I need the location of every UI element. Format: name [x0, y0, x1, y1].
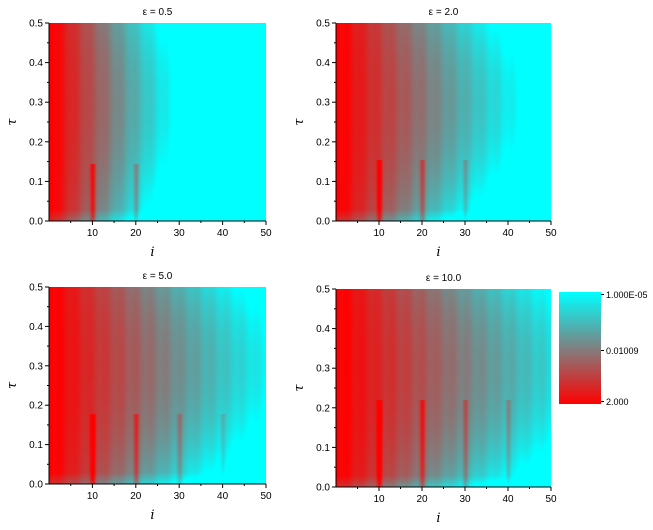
y-tick-label: 0.1: [316, 177, 330, 188]
colorbar-label: 0.01009: [606, 346, 639, 356]
subplot-title: ε = 10.0: [426, 273, 462, 284]
x-tick-label: 10: [373, 494, 385, 505]
subplot-1: 10 20 30 40 50 0.0 0.1 0.2 0.3 0.4 0.5 ε = 0.5 i τ: [5, 7, 272, 260]
subplot-title: ε = 5.0: [143, 271, 173, 282]
y-tick-label: 0.2: [316, 403, 330, 414]
x-axis-label: i: [150, 508, 154, 523]
subplot-title: ε = 0.5: [143, 7, 173, 18]
x-tick-label: 50: [260, 228, 272, 239]
y-tick-label: 0.3: [316, 364, 330, 375]
subplot-2: 10 20 30 40 50 0.0 0.1 0.2 0.3 0.4 0.5 ε = 2.0 i τ: [292, 7, 557, 260]
x-tick-label: 30: [459, 228, 471, 239]
x-tick-label: 20: [416, 228, 428, 239]
x-tick-label: 50: [545, 228, 557, 239]
x-tick-label: 20: [130, 228, 142, 239]
y-axis-label: τ: [5, 118, 20, 126]
x-tick-label: 40: [217, 491, 229, 502]
y-tick-label: 0.4: [29, 322, 43, 333]
y-tick-label: 0.5: [316, 19, 330, 30]
y-tick-label: 0.0: [29, 217, 43, 228]
y-tick-label: 0.5: [29, 283, 43, 294]
colorbar-label: 1.000E-05: [606, 290, 648, 300]
y-tick-label: 0.1: [29, 440, 43, 451]
y-tick-label: 0.1: [29, 177, 43, 188]
y-tick-label: 0.5: [316, 285, 330, 296]
colorbar: 1.000E-05 0.01009 2.000: [559, 290, 648, 407]
y-axis-label: τ: [292, 118, 307, 126]
y-tick-label: 0.4: [316, 324, 330, 335]
y-tick-label: 0.0: [316, 483, 330, 494]
x-tick-label: 30: [174, 491, 186, 502]
y-axis-label: τ: [5, 381, 20, 389]
x-axis-label: i: [436, 245, 440, 260]
y-tick-label: 0.1: [316, 443, 330, 454]
heatmap-image: [336, 289, 551, 487]
subplot-title: ε = 2.0: [429, 7, 459, 18]
x-tick-label: 50: [545, 494, 557, 505]
heatmap-image: [336, 23, 551, 221]
heatmap-image: [49, 23, 266, 221]
y-tick-label: 0.4: [29, 58, 43, 69]
y-tick-label: 0.3: [29, 361, 43, 372]
colorbar-gradient: [559, 292, 601, 404]
x-tick-label: 40: [502, 494, 514, 505]
y-tick-label: 0.2: [316, 137, 330, 148]
y-tick-label: 0.4: [316, 58, 330, 69]
y-tick-label: 0.3: [29, 98, 43, 109]
x-axis-label: i: [436, 511, 440, 526]
x-tick-label: 10: [87, 228, 99, 239]
y-tick-label: 0.3: [316, 98, 330, 109]
x-tick-label: 10: [373, 228, 385, 239]
heatmap-image: [49, 287, 266, 484]
x-tick-label: 30: [174, 228, 186, 239]
y-tick-label: 0.0: [29, 480, 43, 491]
x-tick-label: 20: [130, 491, 142, 502]
y-tick-label: 0.2: [29, 137, 43, 148]
y-tick-label: 0.5: [29, 19, 43, 30]
x-tick-label: 40: [217, 228, 229, 239]
subplot-4: 10 20 30 40 50 0.0 0.1 0.2 0.3 0.4 0.5 ε = 10.0 i τ: [292, 273, 557, 526]
y-tick-label: 0.2: [29, 401, 43, 412]
colorbar-label: 2.000: [606, 397, 629, 407]
subplot-3: 10 20 30 40 50 0.0 0.1 0.2 0.3 0.4 0.5 ε = 5.0 i τ: [5, 271, 272, 523]
x-tick-label: 10: [87, 491, 99, 502]
x-tick-label: 40: [502, 228, 514, 239]
x-tick-label: 30: [459, 494, 471, 505]
x-axis-label: i: [150, 245, 154, 260]
y-tick-label: 0.0: [316, 217, 330, 228]
x-tick-label: 20: [416, 494, 428, 505]
y-axis-label: τ: [292, 384, 307, 392]
x-tick-label: 50: [260, 491, 272, 502]
